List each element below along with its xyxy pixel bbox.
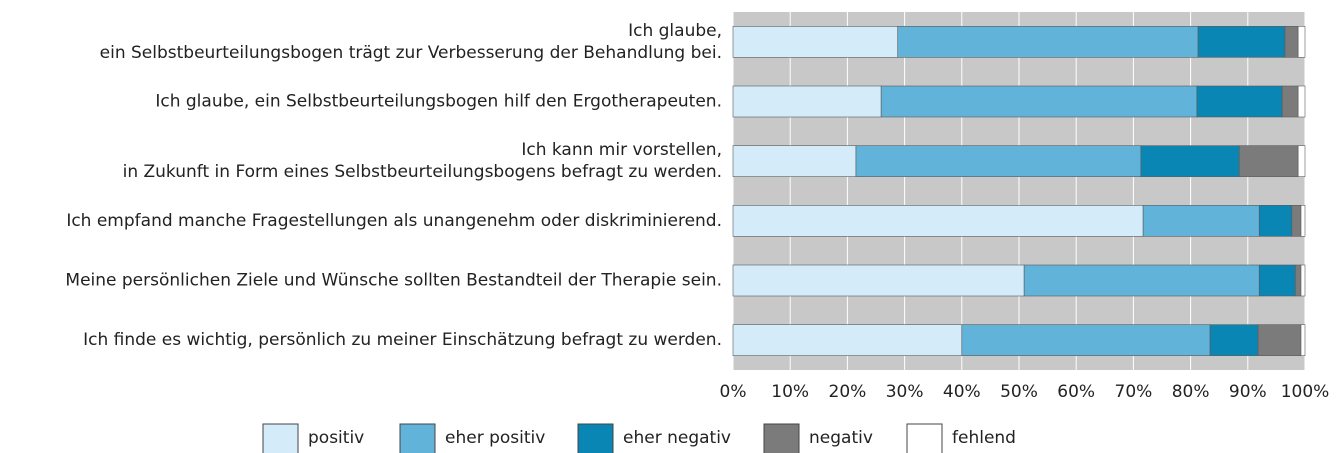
bar-segment [1300,205,1306,237]
bar-segment [732,85,882,118]
x-tick-label: 80% [1172,382,1210,402]
category-label: Ich kann mir vorstellen, [521,140,722,160]
bar-segment [1297,85,1306,118]
bar-segment [732,205,1144,237]
bar-segment [1142,205,1260,237]
legend-label: positiv [308,428,364,448]
x-tick-label: 0% [720,382,747,402]
legend-swatch [577,423,614,453]
bar-segment [1257,324,1302,356]
x-tick-label: 90% [1229,382,1267,402]
bar-segment [1209,324,1259,356]
x-tick-label: 20% [829,382,867,402]
bar-segment [897,26,1199,58]
bar-segment [1196,85,1283,118]
category-label: Ich finde es wichtig, persönlich zu mein… [83,330,722,350]
category-label: in Zukunft in Form eines Selbstbeurteilu… [123,162,722,182]
bar-segment [732,324,963,356]
x-tick-label: 50% [1000,382,1038,402]
bar-segment [1258,205,1293,237]
bar-segment [1297,145,1306,177]
x-tick-label: 30% [886,382,924,402]
bar-segment [1300,324,1306,356]
bar-segment [1197,26,1286,58]
bar-segment [732,26,899,58]
bar-segment [1258,264,1296,297]
bar-segment [855,145,1142,177]
legend-label: eher negativ [623,428,731,448]
legend-label: eher positiv [445,428,545,448]
category-label: ein Selbstbeurteilungsbogen trägt zur Ve… [100,43,722,63]
x-tick-label: 40% [943,382,981,402]
bar-segment [1281,85,1299,118]
legend-swatch [906,423,943,453]
x-tick-label: 70% [1115,382,1153,402]
legend-label: fehlend [952,428,1016,448]
x-tick-label: 10% [771,382,809,402]
bar-segment [732,264,1025,297]
legend-label: negativ [809,428,873,448]
legend-swatch [763,423,800,453]
bar-segment [880,85,1198,118]
x-tick-label: 100% [1281,382,1330,402]
legend-swatch [262,423,299,453]
legend-swatch [399,423,436,453]
category-label: Ich glaube, [628,21,722,41]
bar-segment [732,145,857,177]
bar-segment [1238,145,1299,177]
category-label: Meine persönlichen Ziele und Wünsche sol… [65,271,722,291]
bar-segment [1297,26,1306,58]
bar-segment [1291,205,1302,237]
bar-segment [961,324,1211,356]
category-label: Ich glaube, ein Selbstbeurteilungsbogen … [155,92,722,112]
bar-segment [1140,145,1240,177]
bar-segment [1300,264,1306,297]
x-tick-label: 60% [1057,382,1095,402]
bar-segment [1023,264,1260,297]
bar-segment [1284,26,1299,58]
category-label: Ich empfand manche Fragestellungen als u… [66,211,722,231]
bar-segment [1294,264,1302,297]
